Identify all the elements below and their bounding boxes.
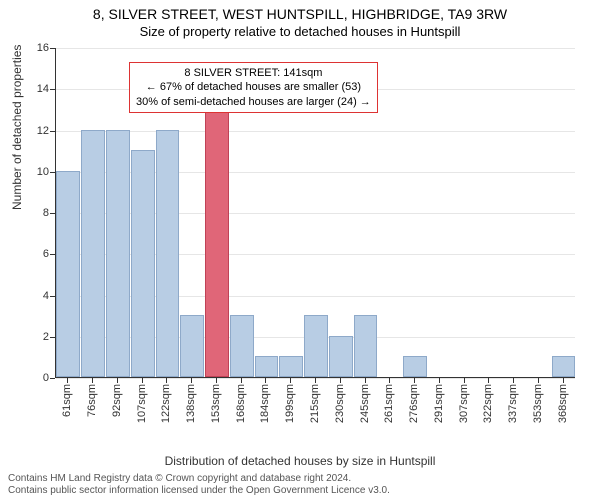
callout-line3: 30% of semi-detached houses are larger (… [136,95,371,109]
xtick-mark [142,378,143,383]
xtick-label: 122sqm [160,384,172,423]
ytick-label: 4 [43,290,49,302]
bar [403,356,427,377]
xtick-label: 230sqm [334,384,346,423]
grid-line [56,48,575,49]
xtick-label: 168sqm [235,384,247,423]
ytick-mark [50,172,55,173]
bar [156,130,180,378]
xtick-mark [290,378,291,383]
xtick-label: 76sqm [86,384,98,417]
xtick-mark [92,378,93,383]
xtick-label: 107sqm [136,384,148,423]
ytick-label: 10 [37,166,49,178]
x-axis-label: Distribution of detached houses by size … [0,454,600,468]
xtick-mark [166,378,167,383]
xtick-mark [67,378,68,383]
footer: Contains HM Land Registry data © Crown c… [8,473,592,497]
ytick-label: 0 [43,372,49,384]
xtick-label: 276sqm [408,384,420,423]
bar [230,315,254,377]
bar-highlight [205,109,229,377]
xtick-label: 61sqm [61,384,73,417]
xtick-label: 261sqm [383,384,395,423]
xtick-mark [538,378,539,383]
ytick-mark [50,254,55,255]
xtick-label: 199sqm [284,384,296,423]
xtick-label: 138sqm [185,384,197,423]
xtick-label: 245sqm [359,384,371,423]
xtick-mark [513,378,514,383]
xtick-mark [241,378,242,383]
xtick-mark [191,378,192,383]
footer-line1: Contains HM Land Registry data © Crown c… [8,473,592,485]
xtick-mark [216,378,217,383]
xtick-mark [117,378,118,383]
xtick-label: 291sqm [433,384,445,423]
bar [131,150,155,377]
ytick-label: 16 [37,42,49,54]
xtick-label: 307sqm [458,384,470,423]
ytick-mark [50,131,55,132]
xtick-mark [563,378,564,383]
bar [255,356,279,377]
chart-subtitle: Size of property relative to detached ho… [0,24,600,39]
bar [56,171,80,377]
xtick-label: 92sqm [111,384,123,417]
footer-line2: Contains public sector information licen… [8,485,592,497]
bar [552,356,576,377]
ytick-mark [50,48,55,49]
ytick-mark [50,213,55,214]
xtick-label: 337sqm [507,384,519,423]
ytick-label: 6 [43,248,49,260]
xtick-label: 215sqm [309,384,321,423]
xtick-label: 353sqm [532,384,544,423]
xtick-mark [439,378,440,383]
y-axis-label: Number of detached properties [10,45,24,210]
xtick-mark [340,378,341,383]
bar [329,336,353,377]
xtick-mark [464,378,465,383]
bar [304,315,328,377]
xtick-label: 153sqm [210,384,222,423]
ytick-label: 2 [43,331,49,343]
ytick-mark [50,89,55,90]
bar [180,315,204,377]
xtick-label: 368sqm [557,384,569,423]
xtick-mark [389,378,390,383]
xtick-mark [365,378,366,383]
chart-title: 8, SILVER STREET, WEST HUNTSPILL, HIGHBR… [0,6,600,22]
bar [279,356,303,377]
xtick-label: 184sqm [259,384,271,423]
bar [354,315,378,377]
bar [106,130,130,378]
callout-line2: ← 67% of detached houses are smaller (53… [136,80,371,94]
ytick-mark [50,337,55,338]
ytick-label: 12 [37,125,49,137]
xtick-mark [265,378,266,383]
callout-line1: 8 SILVER STREET: 141sqm [136,66,371,80]
ytick-label: 14 [37,83,49,95]
xtick-mark [414,378,415,383]
title-block: 8, SILVER STREET, WEST HUNTSPILL, HIGHBR… [0,0,600,39]
ytick-mark [50,296,55,297]
grid-line [56,131,575,132]
bar [81,130,105,378]
xtick-mark [488,378,489,383]
chart-area: 8 SILVER STREET: 141sqm ← 67% of detache… [55,48,575,378]
xtick-label: 322sqm [482,384,494,423]
ytick-mark [50,378,55,379]
xtick-mark [315,378,316,383]
chart-container: 8, SILVER STREET, WEST HUNTSPILL, HIGHBR… [0,0,600,500]
callout-box: 8 SILVER STREET: 141sqm ← 67% of detache… [129,62,378,113]
ytick-label: 8 [43,207,49,219]
